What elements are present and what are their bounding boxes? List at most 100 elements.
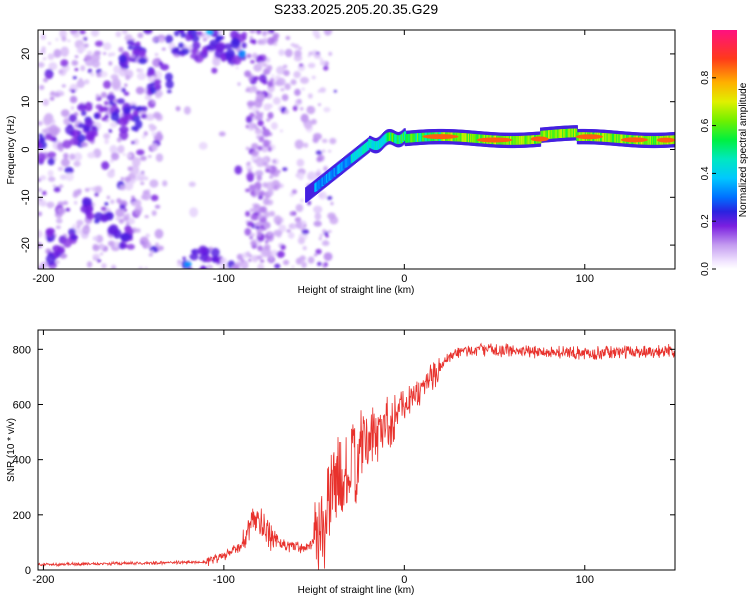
spectrogram-cell <box>74 68 79 72</box>
spectrogram-cell <box>83 43 89 48</box>
ridge-hot-segment <box>476 137 513 143</box>
spectrogram-cell <box>295 221 303 228</box>
spectrogram-cell <box>157 245 164 251</box>
spectrogram-cell <box>49 265 56 269</box>
spectrogram-cell <box>266 64 273 72</box>
spectrogram-cell <box>253 159 257 163</box>
spectrogram-cell <box>234 165 243 175</box>
spectrogram-cell <box>114 241 120 248</box>
spectrogram-cell <box>60 158 70 167</box>
spectrogram-cell <box>103 100 109 106</box>
spectrogram-cell <box>145 233 150 238</box>
spectrogram-cell <box>267 146 272 152</box>
spectrogram-cell <box>119 204 126 210</box>
spectrogram-cell <box>318 236 322 241</box>
spectrogram-cell <box>123 216 129 222</box>
spectrogram-cell <box>134 119 143 129</box>
snr-panel: -200 -100 0 100 0 200 400 600 800 Height of str… <box>6 329 676 596</box>
spectrogram-cell <box>269 210 276 217</box>
spectrogram-cell <box>273 229 283 237</box>
spectrogram-cell <box>270 249 278 257</box>
spectrogram-cell <box>103 133 111 140</box>
spectrogram-cell <box>235 66 239 69</box>
spectrogram-cell <box>65 172 74 182</box>
spectrogram-cell <box>286 229 291 233</box>
spectrogram-cell <box>93 113 100 119</box>
spectrogram-cell <box>100 252 104 256</box>
spectrogram-cell <box>291 265 295 269</box>
spectrogram-cell <box>259 190 265 197</box>
spectrogram-cell <box>46 74 51 79</box>
spectrogram-cell <box>296 172 305 180</box>
spectrogram-cell <box>285 35 291 40</box>
spectrogram-cell <box>151 100 156 104</box>
spectrogram-cell <box>50 91 55 96</box>
spectrogram-cell <box>41 200 47 207</box>
spectrogram-cell <box>154 228 164 239</box>
snr-y-label: SNR (10 * v/v) <box>6 418 17 482</box>
spectrogram-cell <box>245 115 253 124</box>
spectrogram-cell <box>295 203 304 213</box>
spectrogram-cell <box>241 31 248 39</box>
spectrogram-cell <box>118 116 129 127</box>
spectrogram-cell <box>70 30 76 33</box>
ridge-hot-segment <box>422 134 459 140</box>
spectrogram-cell <box>110 111 120 122</box>
spectrogram-cell <box>278 49 285 56</box>
spectrogram-cell <box>244 70 252 78</box>
spectrogram-cell <box>38 265 43 269</box>
spectrogram-cell <box>287 231 295 239</box>
spectrogram-cell <box>131 201 137 207</box>
ridge-hot-segment <box>575 134 603 140</box>
spectrogram-cell <box>116 137 122 143</box>
spectrogram-cell <box>43 77 49 83</box>
spectrogram-cell <box>258 61 266 67</box>
spectrogram-cell <box>271 74 275 77</box>
colorbar: 0.0 0.2 0.4 0.6 0.8 Normalized spectral ampl… <box>700 30 749 276</box>
spectrogram-cell <box>123 91 130 96</box>
spectrogram-cell <box>94 219 100 224</box>
spectrogram-cell <box>155 153 164 162</box>
spectrogram-cell <box>245 164 253 171</box>
spectrogram-cell <box>154 73 158 78</box>
spectrogram-cell <box>88 187 93 190</box>
spectrogram-cell <box>47 169 54 177</box>
spectrogram-cell <box>157 130 162 136</box>
spectrogram-cell <box>198 141 208 150</box>
spectrogram-cell <box>161 47 166 51</box>
spectrogram-ridge <box>305 125 675 203</box>
spectrogram-cell <box>147 155 152 158</box>
spectrogram-cell <box>303 121 313 129</box>
spectrogram-cell <box>199 268 203 269</box>
spectrogram-cell <box>295 98 303 106</box>
snr-y-tick-label: 800 <box>13 344 31 356</box>
spectrogram-cell <box>319 233 324 237</box>
spectrogram-cell <box>111 52 116 57</box>
spectrogram-cell <box>40 33 46 41</box>
spectrogram-cell <box>201 49 209 56</box>
spectrogram-cell <box>247 168 252 173</box>
spectrogram-cell <box>212 56 221 67</box>
spectrogram-cell <box>139 68 144 73</box>
spectrogram-cell <box>317 103 322 107</box>
spectrogram-cell <box>150 82 156 87</box>
spectrogram-cell <box>158 37 165 43</box>
spectrogram-cell <box>262 126 266 130</box>
spectrogram-cell <box>70 89 76 94</box>
spectrogram-cell <box>55 37 59 42</box>
spectrogram-cell <box>73 152 83 161</box>
spectrogram-cell <box>72 32 80 38</box>
spectrogram-cell <box>324 262 328 267</box>
spectrogram-x-tick-label: -100 <box>213 273 235 285</box>
spectrogram-cell <box>321 138 328 144</box>
spectrogram-cell <box>92 236 99 241</box>
spectrogram-cell <box>137 172 146 182</box>
spectrogram-cell <box>182 256 187 261</box>
spectrogram-cell <box>290 43 296 47</box>
spectrogram-cell <box>177 259 182 264</box>
spectrogram-cell <box>132 49 139 55</box>
spectrogram-cell <box>316 168 321 173</box>
spectrogram-cell <box>77 103 87 112</box>
